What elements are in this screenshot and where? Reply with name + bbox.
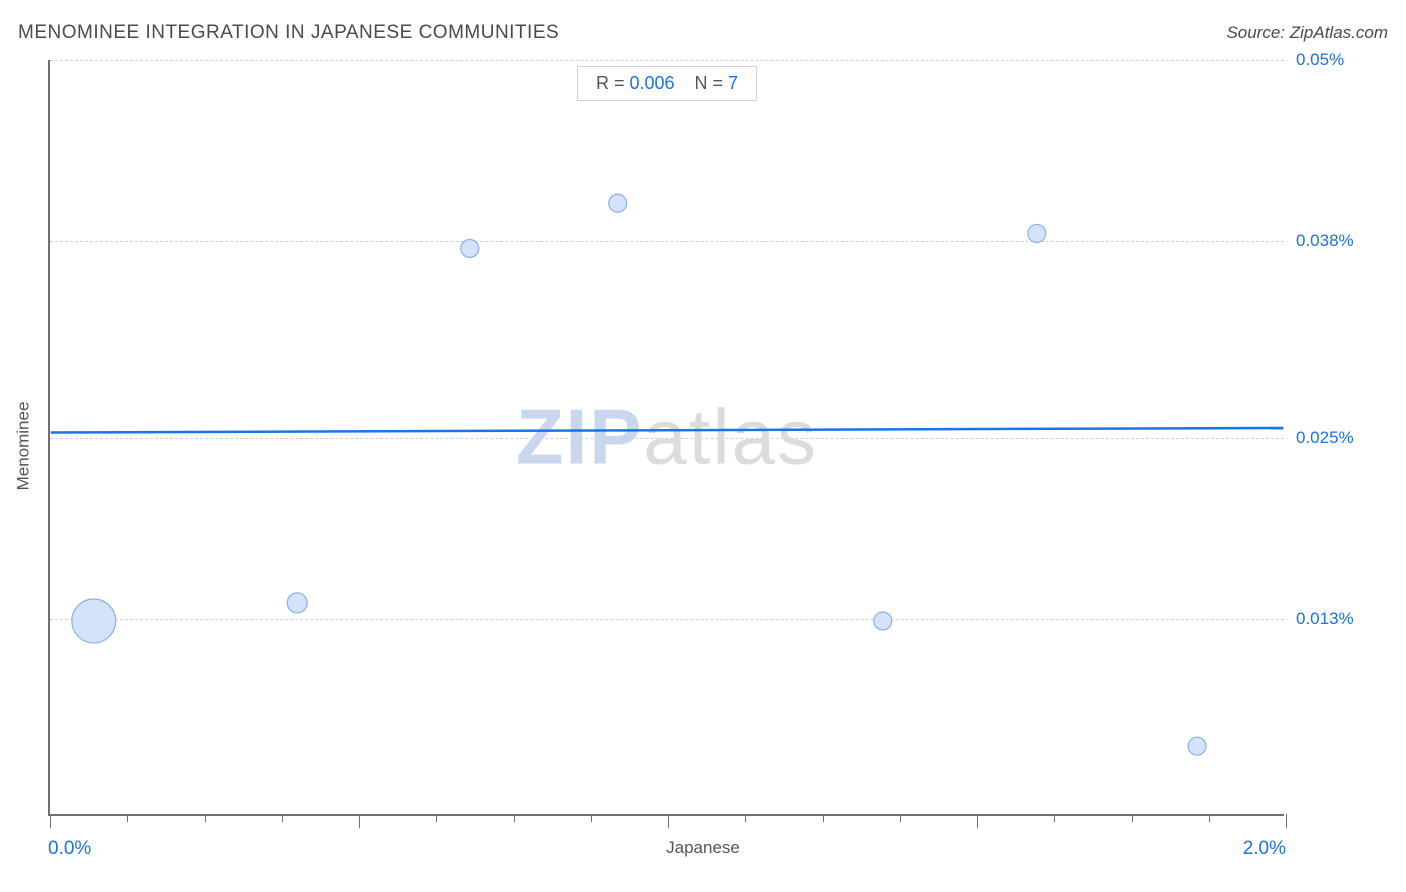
x-tick-minor	[745, 814, 746, 822]
plot-area: ZIPatlas R = 0.006 N = 7	[48, 60, 1284, 816]
stats-box: R = 0.006 N = 7	[577, 66, 757, 101]
n-label: N =	[695, 73, 729, 93]
data-point[interactable]	[461, 240, 479, 258]
data-point[interactable]	[287, 593, 307, 613]
x-tick-minor	[127, 814, 128, 822]
x-tick-minor	[205, 814, 206, 822]
header: MENOMINEE INTEGRATION IN JAPANESE COMMUN…	[18, 22, 1388, 44]
r-value: 0.006	[629, 73, 674, 93]
x-tick-major	[50, 814, 51, 828]
x-tick-minor	[823, 814, 824, 822]
x-tick-minor	[436, 814, 437, 822]
x-tick-minor	[591, 814, 592, 822]
y-tick-label: 0.025%	[1296, 428, 1354, 448]
data-point[interactable]	[72, 599, 116, 643]
trend-line	[51, 428, 1284, 433]
data-point[interactable]	[874, 612, 892, 630]
x-tick-major	[977, 814, 978, 828]
x-tick-minor	[1209, 814, 1210, 822]
source-attribution: Source: ZipAtlas.com	[1226, 23, 1388, 43]
x-tick-major	[1286, 814, 1287, 828]
x-tick-minor	[900, 814, 901, 822]
x-tick-minor	[1132, 814, 1133, 822]
data-point[interactable]	[1188, 737, 1206, 755]
r-label: R =	[596, 73, 630, 93]
chart-container: MENOMINEE INTEGRATION IN JAPANESE COMMUN…	[0, 0, 1406, 892]
x-axis-title: Japanese	[0, 838, 1406, 858]
y-tick-label: 0.038%	[1296, 231, 1354, 251]
y-axis-title: Menominee	[13, 402, 33, 491]
x-max-label: 2.0%	[1243, 838, 1286, 860]
y-axis-title-wrap: Menominee	[8, 0, 38, 892]
data-point[interactable]	[1028, 224, 1046, 242]
x-tick-minor	[514, 814, 515, 822]
y-tick-label: 0.05%	[1296, 50, 1344, 70]
x-tick-major	[668, 814, 669, 828]
x-tick-major	[359, 814, 360, 828]
chart-title: MENOMINEE INTEGRATION IN JAPANESE COMMUN…	[18, 22, 559, 44]
x-tick-minor	[1054, 814, 1055, 822]
x-tick-minor	[282, 814, 283, 822]
data-point[interactable]	[609, 194, 627, 212]
y-tick-label: 0.013%	[1296, 609, 1354, 629]
n-value: 7	[728, 73, 738, 93]
chart-svg	[50, 60, 1284, 814]
